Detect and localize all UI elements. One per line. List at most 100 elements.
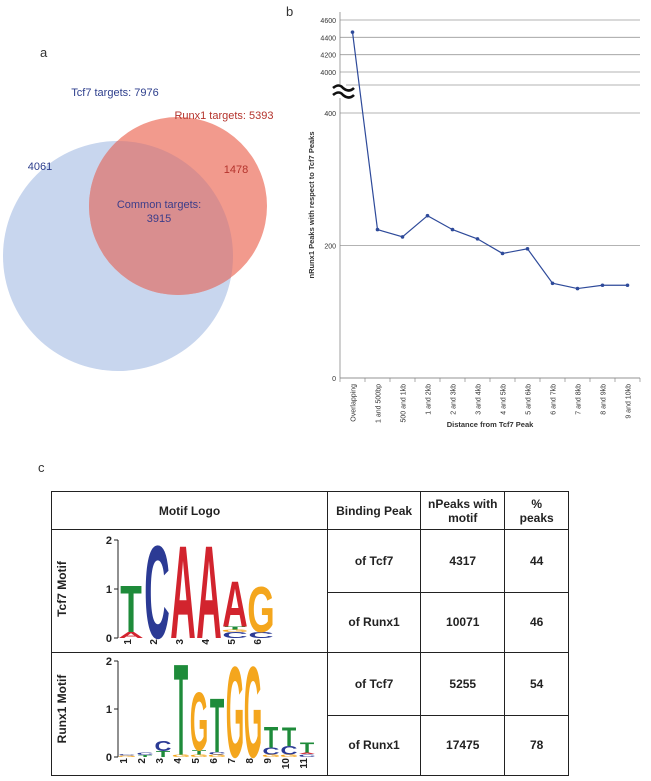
logo-letter-a: A (222, 570, 247, 642)
npeaks-cell: 17475 (421, 715, 505, 776)
pct-peaks-cell: 54 (505, 653, 569, 716)
logo-letter-t: T (282, 723, 297, 753)
x-tick-label: 5 and 6kb (526, 384, 533, 415)
logo-letter-t: T (120, 573, 142, 647)
data-point (426, 214, 430, 218)
data-point (626, 283, 630, 287)
pct-peaks-cell: 44 (505, 530, 569, 593)
x-tick-label: 1 and 500bp (376, 384, 383, 423)
logo-letter-g: G (247, 575, 274, 647)
x-tick-label: 2 and 3kb (451, 384, 458, 415)
panel-label-c: c (38, 460, 45, 475)
logo-letter-c: C (137, 752, 154, 757)
runx1-logo-cell: 2 1 0 1 2 3 4 5 6 7 8 9 10 11 Runx1 Motif G C T C T C G T G T G G C… (52, 653, 328, 776)
table-row: 2 1 0 1 2 3 4 5 6 Tcf7 Motif A T C A A C G T A C G of Tcf7 4… (52, 530, 569, 593)
logo-letter-t: T (264, 721, 279, 754)
x-tick-label: 9 and 10kb (626, 384, 633, 419)
x-tick-label: 8 and 9kb (601, 384, 608, 415)
logo-position-label: 1 (119, 758, 130, 764)
x-axis-title: Distance from Tcf7 Peak (447, 420, 534, 429)
logo-letter-g: G (190, 675, 208, 768)
axis-break-symbol (333, 84, 354, 98)
logo-position-label: 10 (281, 758, 292, 770)
y-tick-label: 200 (324, 244, 336, 251)
common-targets-label: Common targets: (117, 199, 201, 211)
logo-letter-g: G (226, 653, 244, 775)
data-point (376, 228, 380, 232)
runx1-only-count: 1478 (224, 164, 248, 176)
data-point (351, 30, 355, 34)
line-chart: 0 200 400 4000 4200 4400 4600 Overlapping 1 and … (300, 0, 645, 430)
pct-peaks-cell: 46 (505, 592, 569, 653)
data-point (476, 237, 480, 241)
y-tick-label: 0 (332, 376, 336, 383)
header-motif-logo: Motif Logo (52, 492, 328, 530)
runx1-targets-label: Runx1 targets: 5393 (174, 110, 273, 122)
x-tick-label: 500 and 1kb (401, 384, 408, 423)
motif-name-label: Runx1 Motif (55, 674, 69, 744)
data-point (526, 247, 530, 251)
data-point (601, 283, 605, 287)
logo-position-label: 11 (299, 758, 310, 769)
logo-letter-a: A (196, 530, 221, 652)
logo-position-label: 9 (263, 758, 274, 764)
binding-peak-cell: of Tcf7 (328, 653, 421, 716)
x-tick-label: 7 and 8kb (576, 384, 583, 415)
panel-label-a: a (40, 45, 47, 60)
header-npeaks: nPeaks with motif (421, 492, 505, 530)
y-axis-title: nRunx1 Peaks with respect to Tcf7 Peaks (307, 131, 316, 278)
npeaks-cell: 4317 (421, 530, 505, 593)
logo-y-tick-label: 0 (106, 633, 112, 645)
logo-letter-t: T (300, 740, 314, 756)
binding-peak-cell: of Tcf7 (328, 530, 421, 593)
data-point (501, 252, 505, 256)
logo-y-tick-label: 0 (106, 752, 112, 764)
common-targets-count: 3915 (147, 213, 171, 225)
table-header-row: Motif Logo Binding Peak nPeaks with moti… (52, 492, 569, 530)
logo-letter-c: C (144, 530, 169, 652)
logo-letter-a: A (170, 530, 195, 652)
logo-y-tick-label: 1 (106, 584, 112, 596)
tcf7-targets-label: Tcf7 targets: 7976 (71, 87, 158, 99)
x-tick-label: 1 and 2kb (426, 384, 433, 415)
y-tick-label: 400 (324, 111, 336, 118)
binding-peak-cell: of Runx1 (328, 592, 421, 653)
logo-letter-c: C (155, 739, 172, 755)
tcf7-logo-cell: 2 1 0 1 2 3 4 5 6 Tcf7 Motif A T C A A C G T A C G (52, 530, 328, 653)
logo-letter-g: G (244, 653, 262, 775)
logo-y-tick-label: 2 (106, 535, 112, 547)
npeaks-cell: 10071 (421, 592, 505, 653)
header-pct-peaks: % peaks (505, 492, 569, 530)
header-binding-peak: Binding Peak (328, 492, 421, 530)
logo-y-tick-label: 2 (106, 656, 112, 668)
x-tick-label: Overlapping (351, 384, 358, 422)
venn-diagram: Tcf7 targets: 7976 Runx1 targets: 5393 4… (0, 60, 290, 390)
x-tick-label: 6 and 7kb (551, 384, 558, 415)
y-tick-label: 4600 (320, 18, 336, 25)
x-tick-label: 3 and 4kb (476, 384, 483, 415)
data-point (401, 235, 405, 239)
table-row: 2 1 0 1 2 3 4 5 6 7 8 9 10 11 Runx1 Motif G C T C T C G T G T G G C… (52, 653, 569, 716)
npeaks-cell: 5255 (421, 653, 505, 716)
y-tick-label: 4400 (320, 35, 336, 42)
logo-letter-c: C (119, 754, 136, 756)
logo-letter-t: T (210, 685, 225, 770)
series-line (353, 32, 628, 288)
x-tick-label: 4 and 5kb (501, 384, 508, 415)
pct-peaks-cell: 78 (505, 715, 569, 776)
data-point (576, 287, 580, 291)
logo-position-label: 2 (137, 758, 148, 764)
data-point (451, 228, 455, 232)
motif-name-label: Tcf7 Motif (55, 560, 69, 617)
y-tick-label: 4000 (320, 70, 336, 77)
tcf7-only-count: 4061 (28, 161, 52, 173)
panel-label-b: b (286, 4, 293, 19)
motif-table: Motif Logo Binding Peak nPeaks with moti… (51, 491, 569, 776)
binding-peak-cell: of Runx1 (328, 715, 421, 776)
logo-letter-t: T (174, 653, 188, 775)
logo-y-tick-label: 1 (106, 704, 112, 716)
data-point (551, 281, 555, 285)
y-tick-label: 4200 (320, 53, 336, 60)
